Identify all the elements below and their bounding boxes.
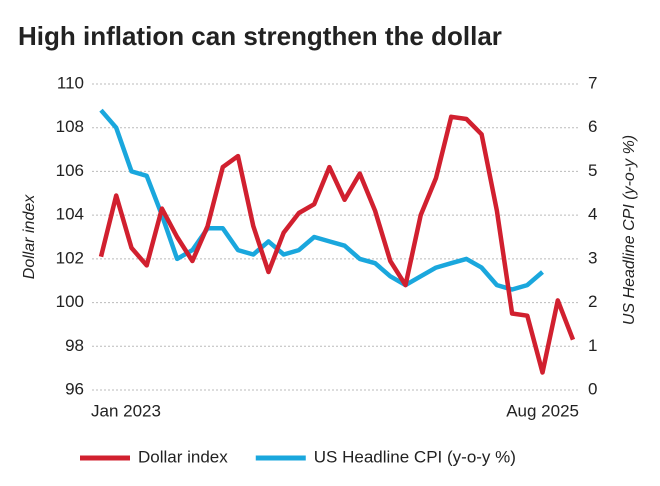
line-series <box>99 108 544 292</box>
y2-axis-label: US Headline CPI (y-o-y %) <box>621 135 638 325</box>
y-tick-label: 102 <box>56 248 84 267</box>
y-axis-label: Dollar index <box>21 194 38 279</box>
y-tick-label: 106 <box>56 161 84 180</box>
y2-tick-label: 6 <box>588 117 597 136</box>
y2-tick-label: 1 <box>588 336 597 355</box>
y-tick-label: 96 <box>65 379 84 398</box>
chart-title: High inflation can strengthen the dollar <box>18 21 502 51</box>
x-tick-label: Aug 2025 <box>506 401 579 420</box>
y-tick-label: 108 <box>56 117 84 136</box>
x-tick-label: Jan 2023 <box>91 401 161 420</box>
y-tick-label: 100 <box>56 292 84 311</box>
y-tick-label: 110 <box>57 73 84 92</box>
legend-label: US Headline CPI (y-o-y %) <box>314 447 516 466</box>
y2-tick-label: 0 <box>588 379 597 398</box>
y-tick-label: 104 <box>56 205 84 224</box>
y2-tick-label: 3 <box>588 248 597 267</box>
y2-tick-label: 4 <box>588 205 597 224</box>
y2-tick-label: 2 <box>588 292 597 311</box>
line-series <box>98 114 576 375</box>
y2-tick-label: 5 <box>588 161 597 180</box>
legend-label: Dollar index <box>138 447 228 466</box>
y-tick-label: 98 <box>65 336 84 355</box>
y2-tick-label: 7 <box>588 73 597 92</box>
